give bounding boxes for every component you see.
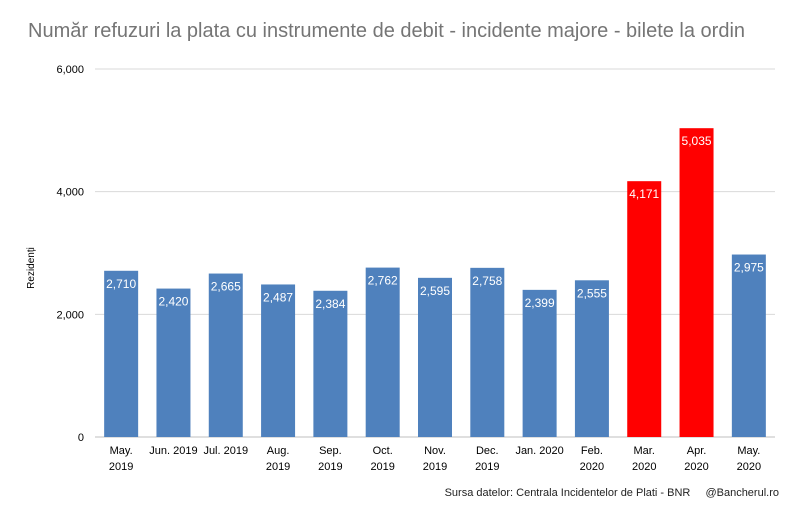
x-tick-label: Dec. <box>476 445 499 457</box>
data-label: 2,420 <box>158 295 188 309</box>
bar <box>731 254 766 437</box>
bar <box>470 267 505 437</box>
bar <box>574 280 609 437</box>
bars <box>104 128 766 438</box>
x-tick-label: 2020 <box>684 461 708 473</box>
y-tick-label: 0 <box>78 432 84 444</box>
x-tick-label: Sep. <box>319 445 342 457</box>
bar <box>365 267 400 437</box>
data-label: 2,555 <box>577 286 607 300</box>
bar <box>313 290 348 437</box>
x-tick-label: Feb. <box>581 445 603 457</box>
y-axis-ticks: 0 2,000 4,000 6,000 <box>56 64 84 444</box>
x-tick-label: 2019 <box>109 461 133 473</box>
source-note: Sursa datelor: Centrala Incidentelor de … <box>444 487 691 499</box>
x-tick-label: 2020 <box>632 461 656 473</box>
bar <box>208 273 243 437</box>
x-tick-label: May. <box>110 445 133 457</box>
x-tick-label: Mar. <box>634 445 655 457</box>
data-label: 2,595 <box>420 284 450 298</box>
y-tick-label: 2,000 <box>56 309 84 321</box>
footer: Sursa datelor: Centrala Incidentelor de … <box>445 487 779 499</box>
data-label: 2,758 <box>472 274 502 288</box>
data-labels: 2,710 2,420 2,665 2,487 2,384 2,762 2,595 2,758… <box>106 134 764 311</box>
x-tick-label: May. <box>737 445 760 457</box>
data-label: 2,665 <box>211 280 241 294</box>
x-tick-label: 2019 <box>370 461 394 473</box>
bar <box>104 270 139 437</box>
x-tick-label: 2020 <box>737 461 761 473</box>
data-label: 2,710 <box>106 277 136 291</box>
data-label: 2,384 <box>315 297 345 311</box>
bar <box>627 181 662 437</box>
x-tick-label: 2020 <box>580 461 604 473</box>
chart-title: Număr refuzuri la plata cu instrumente d… <box>28 20 746 42</box>
data-label: 2,975 <box>734 261 764 275</box>
bar <box>156 288 191 437</box>
bar <box>679 128 714 438</box>
x-tick-label: 2019 <box>318 461 342 473</box>
y-tick-label: 6,000 <box>56 64 84 76</box>
x-tick-label: 2019 <box>423 461 447 473</box>
x-tick-label: Oct. <box>373 445 393 457</box>
bar <box>418 277 452 437</box>
bar <box>522 289 557 437</box>
bar <box>261 284 296 437</box>
brand-credit: @Bancherul.ro <box>705 487 779 499</box>
data-label: 5,035 <box>682 134 712 148</box>
x-tick-label: Nov. <box>424 445 446 457</box>
data-label: 2,762 <box>368 274 398 288</box>
data-label: 4,171 <box>629 187 659 201</box>
x-tick-label: Jan. 2020 <box>515 445 563 457</box>
data-label: 2,487 <box>263 290 293 304</box>
y-tick-label: 4,000 <box>56 187 84 199</box>
x-tick-label: 2019 <box>266 461 290 473</box>
y-axis-label: Rezidenți <box>26 247 37 289</box>
x-tick-label: Jul. 2019 <box>203 445 248 457</box>
x-tick-label: Aug. <box>267 445 290 457</box>
x-axis-ticks: May. 2019 Jun. 2019 Jul. 2019 Aug. 2019 Sep. 20… <box>109 445 761 473</box>
x-tick-label: Jun. 2019 <box>149 445 197 457</box>
x-tick-label: Apr. <box>687 445 707 457</box>
data-label: 2,399 <box>525 296 555 310</box>
x-tick-label: 2019 <box>475 461 499 473</box>
